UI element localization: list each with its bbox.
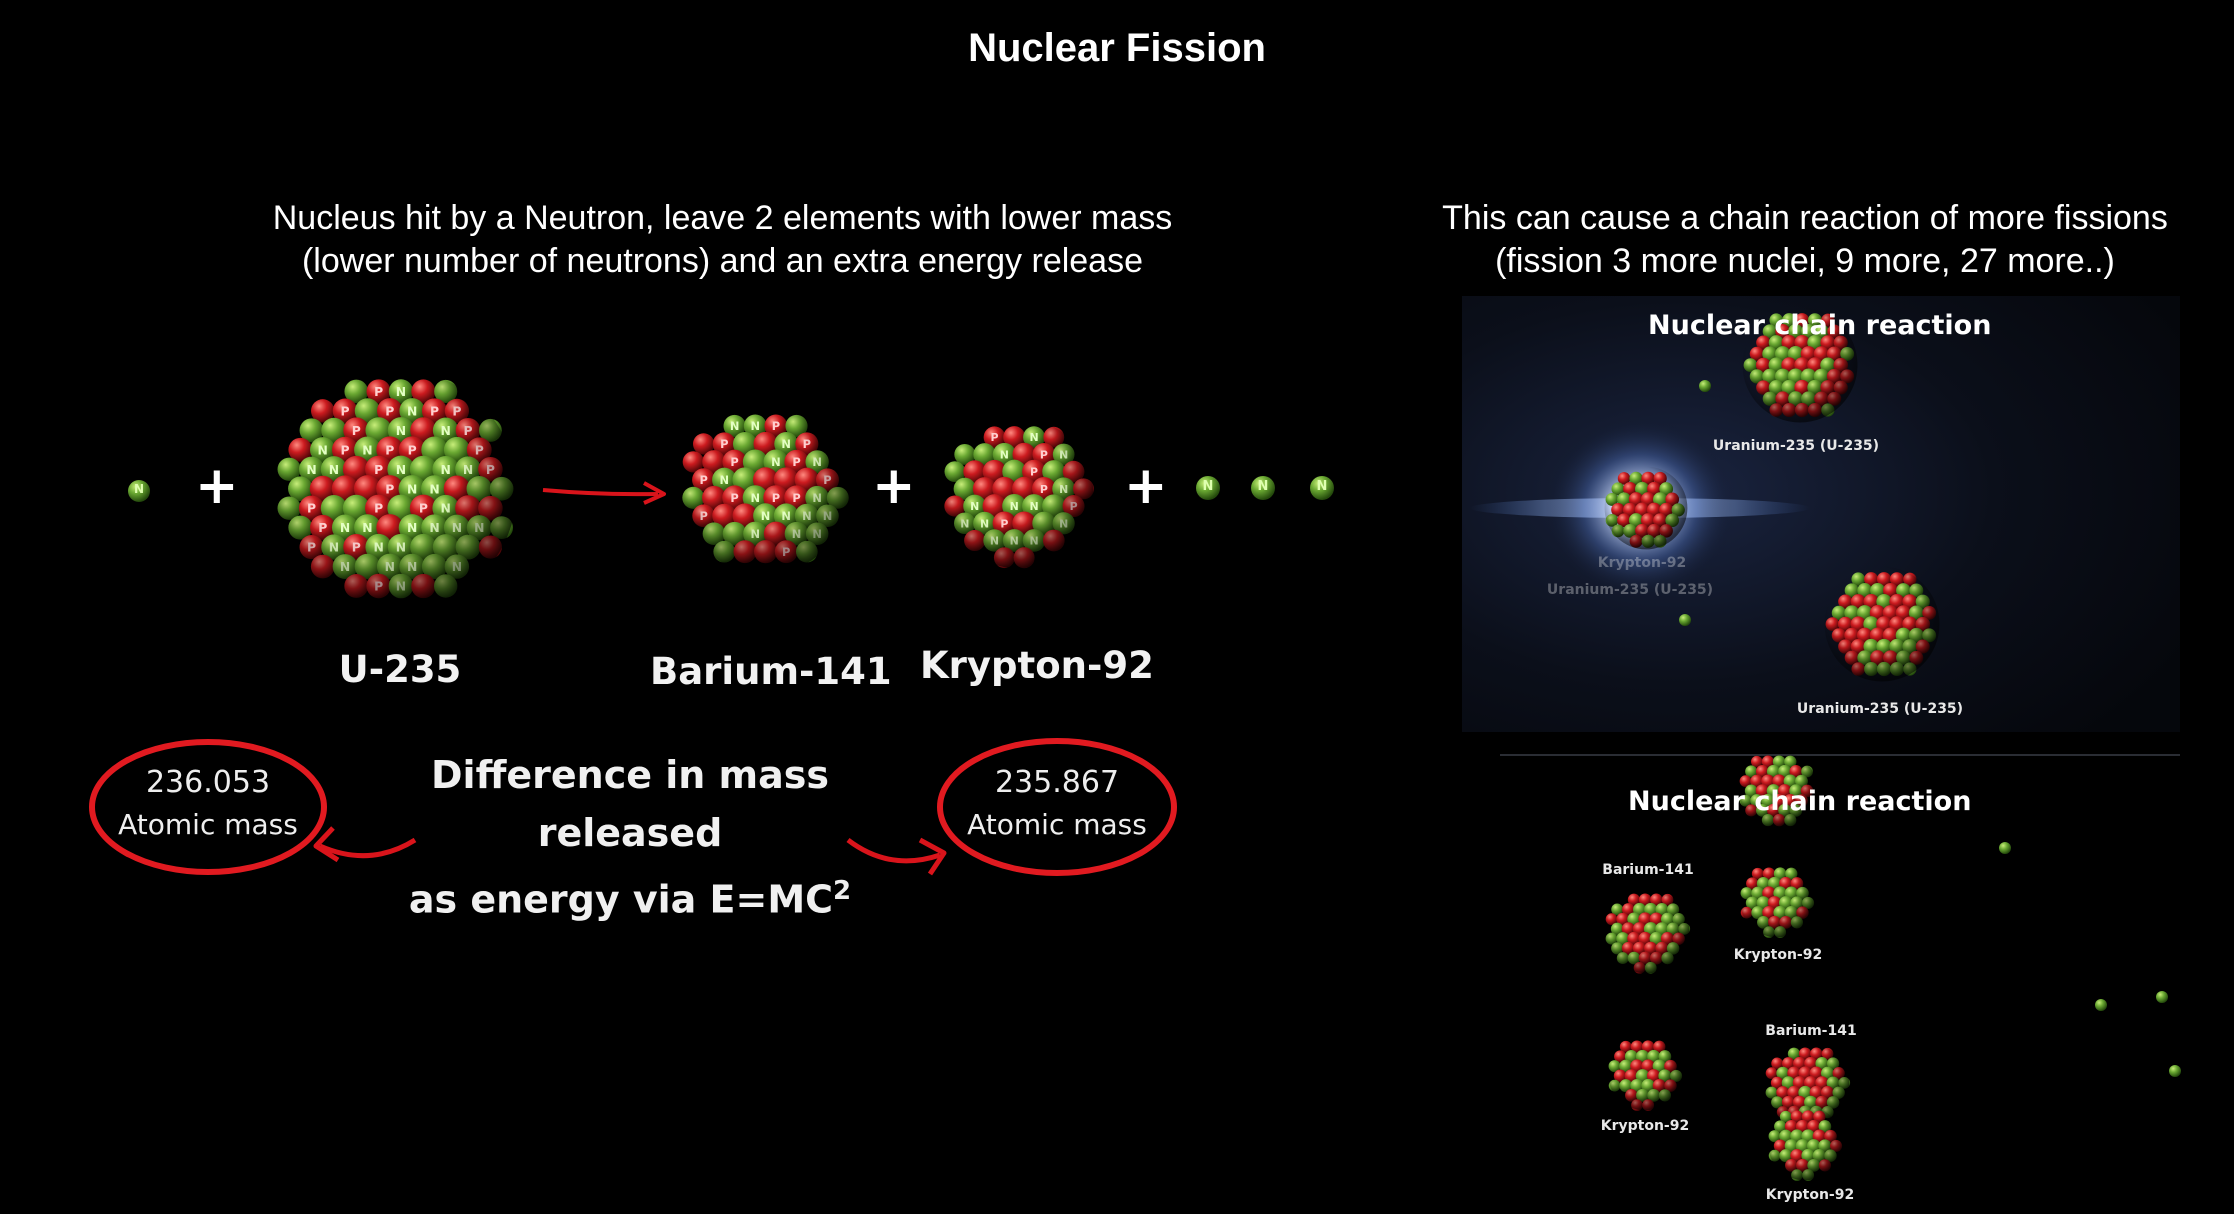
- barium-shading: [680, 405, 850, 575]
- plus-sign: +: [1124, 456, 1168, 516]
- mass-left-label: Atomic mass: [118, 808, 298, 841]
- neutron-letter: N: [1316, 479, 1328, 494]
- chain-panel-bottom-title: Nuclear chain reaction: [1628, 786, 1972, 817]
- energy-difference-line2: as energy via E=MC2: [340, 862, 920, 929]
- reaction-arrowhead: [643, 481, 666, 505]
- mass-right-label: Atomic mass: [967, 808, 1147, 841]
- plus-sign: +: [872, 456, 916, 516]
- barium-nucleus-small: [1604, 888, 1691, 974]
- left-caption-line2: (lower number of neutrons) and an extra …: [301, 242, 1144, 280]
- krypton-nucleus-small: [1738, 750, 1818, 830]
- energy-difference-text: Difference in mass released as energy vi…: [340, 746, 920, 929]
- krypton-nucleus-small: [1739, 862, 1815, 939]
- curve-arrow-left: [318, 837, 417, 859]
- mass-right-ellipse: [937, 738, 1177, 876]
- barium-label-small: Barium-141: [1765, 1023, 1857, 1039]
- uranium-faded-label: Uranium-235 (U-235): [1546, 582, 1714, 598]
- flash-fragment-nucleus-small: [1604, 466, 1688, 550]
- krypton-label-small: Krypton-92: [1733, 947, 1823, 963]
- mass-left-ellipse: [89, 739, 327, 875]
- u235-nucleus: PNPPNPPPNNPNPNPPPNNPNNNPPNNPPPNPNNNNNNPN…: [275, 369, 517, 611]
- left-caption: Nucleus hit by a Neutron, leave 2 elemen…: [180, 197, 1265, 283]
- krypton-nucleus: PNNPNPPNNNNPNNPNNNN: [942, 417, 1094, 569]
- neutron-letter: N: [1202, 479, 1214, 494]
- krypton-label: Krypton-92: [920, 644, 1154, 687]
- incoming-neutron: [128, 480, 150, 502]
- uranium-shading: [1742, 307, 1858, 423]
- mass-left: 236.053 Atomic mass: [108, 762, 308, 846]
- energy-difference-line1: Difference in mass released: [431, 753, 829, 855]
- uranium-label: Uranium-235 (U-235): [1796, 701, 1964, 717]
- uranium-nucleus-small: [1824, 566, 1940, 682]
- uranium-label: Uranium-235 (U-235): [1712, 438, 1880, 454]
- right-caption: This can cause a chain reaction of more …: [1405, 197, 2205, 283]
- krypton-nucleus-small: [1767, 1105, 1843, 1182]
- uranium-nucleus-small: [1742, 307, 1858, 423]
- krypton-shading: [1739, 862, 1815, 938]
- mass-left-value: 236.053: [145, 765, 271, 800]
- krypton-faded-label: Krypton-92: [1597, 555, 1687, 571]
- reaction-arrow: [542, 488, 659, 497]
- plus-sign: +: [195, 456, 239, 516]
- curve-arrow-left-head: [313, 826, 340, 863]
- left-caption-line1: Nucleus hit by a Neutron, leave 2 elemen…: [272, 199, 1173, 237]
- krypton-shading: [942, 417, 1094, 569]
- curve-arrow-right-head: [918, 837, 947, 876]
- curve-arrow-right: [846, 838, 941, 864]
- chain-nuclei: [1604, 307, 1940, 1182]
- u235-label: U-235: [338, 648, 462, 691]
- krypton-label-small: Krypton-92: [1600, 1118, 1690, 1134]
- released-neutrons: [1196, 476, 1334, 500]
- barium-nucleus: NNPPNPPNPNPNPPNPPNPNNNNNNNP: [680, 405, 850, 575]
- energy-formula: as energy via E=MC: [408, 877, 834, 922]
- page-title: Nuclear Fission: [968, 26, 1266, 70]
- barium-label-small: Barium-141: [1602, 862, 1694, 878]
- uranium-shading: [1824, 566, 1940, 682]
- flash-fragment-shading: [1604, 466, 1688, 550]
- neutron-letter: N: [133, 482, 145, 496]
- right-caption-line1: This can cause a chain reaction of more …: [1442, 199, 2168, 237]
- barium-label: Barium-141: [650, 650, 892, 693]
- mass-right: 235.867 Atomic mass: [957, 762, 1157, 846]
- barium-shading: [1764, 1042, 1850, 1128]
- krypton-label-small: Krypton-92: [1765, 1187, 1855, 1203]
- barium-shading: [1604, 888, 1690, 974]
- krypton-nucleus-small: [1607, 1035, 1683, 1112]
- u235-shading: [275, 369, 517, 611]
- energy-formula-exponent: 2: [833, 876, 852, 906]
- krypton-shading: [1738, 750, 1818, 830]
- neutron-letter: N: [1257, 479, 1269, 494]
- krypton-shading: [1767, 1105, 1843, 1181]
- chain-neutrons: [1679, 380, 2181, 1077]
- chain-panel-top-title: Nuclear chain reaction: [1648, 310, 1992, 341]
- krypton-shading: [1607, 1035, 1683, 1111]
- mass-right-value: 235.867: [994, 765, 1120, 800]
- right-caption-line2: (fission 3 more nuclei, 9 more, 27 more.…: [1495, 242, 2115, 280]
